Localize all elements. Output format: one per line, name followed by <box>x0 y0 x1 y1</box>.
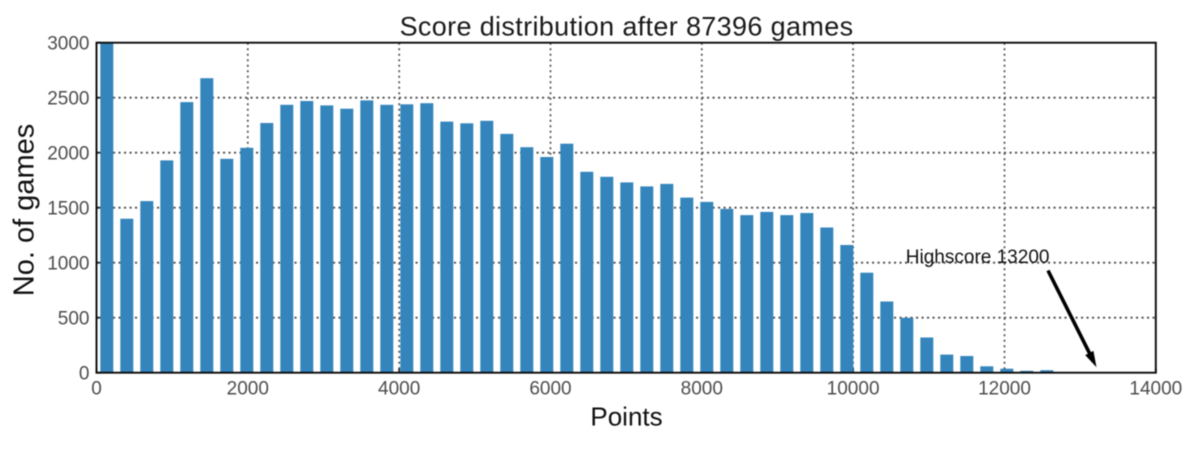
svg-text:Highscore 13200: Highscore 13200 <box>906 247 1050 268</box>
svg-text:2500: 2500 <box>47 88 89 109</box>
svg-text:Score distribution after 87396: Score distribution after 87396 games <box>400 12 854 42</box>
svg-text:0: 0 <box>79 363 90 384</box>
svg-text:3000: 3000 <box>47 33 89 54</box>
svg-text:500: 500 <box>58 308 90 329</box>
svg-text:12000: 12000 <box>978 378 1031 399</box>
svg-text:1000: 1000 <box>47 253 89 274</box>
svg-text:8000: 8000 <box>681 378 723 399</box>
svg-text:10000: 10000 <box>827 378 880 399</box>
svg-text:No. of games: No. of games <box>9 124 41 296</box>
svg-text:1500: 1500 <box>47 198 89 219</box>
svg-text:Points: Points <box>590 402 662 432</box>
svg-text:4000: 4000 <box>378 378 420 399</box>
svg-text:2000: 2000 <box>47 143 89 164</box>
svg-text:2000: 2000 <box>227 378 269 399</box>
svg-text:14000: 14000 <box>1129 378 1182 399</box>
svg-text:6000: 6000 <box>529 378 571 399</box>
svg-text:0: 0 <box>91 378 102 399</box>
